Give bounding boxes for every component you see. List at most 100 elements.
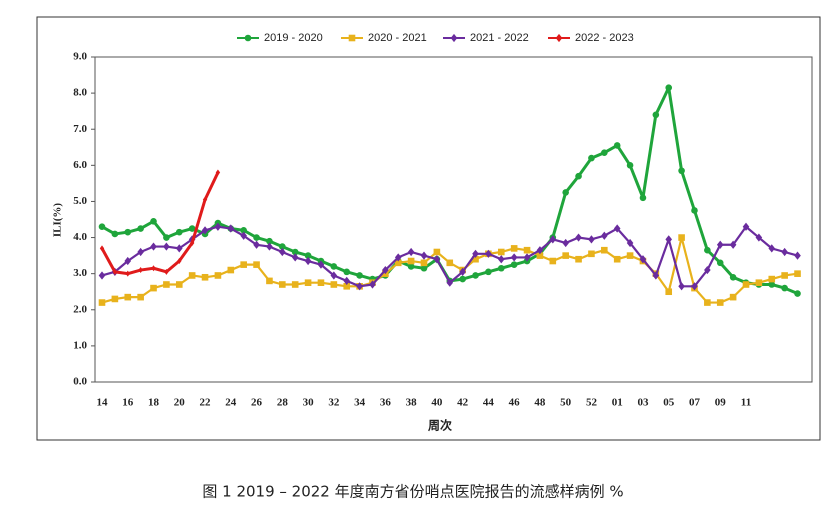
point: [188, 225, 196, 232]
point: [588, 250, 595, 258]
point: [150, 218, 157, 225]
point: [175, 244, 183, 253]
point: [768, 244, 776, 253]
legend-label: 2021 - 2022: [470, 32, 529, 44]
point: [781, 284, 788, 292]
point: [394, 253, 402, 262]
point: [356, 282, 363, 291]
point: [291, 281, 299, 288]
point: [626, 252, 634, 259]
point: [240, 227, 247, 234]
point: [768, 275, 776, 283]
point: [678, 234, 685, 241]
point: [227, 224, 235, 233]
point: [163, 281, 170, 288]
point: [420, 264, 428, 272]
x-tick-label: 52: [586, 397, 598, 409]
legend-marker: [348, 34, 356, 42]
point: [291, 253, 299, 262]
y-tick-label: 5.0: [73, 195, 87, 207]
x-tick-label: 20: [174, 397, 186, 409]
point: [137, 225, 144, 232]
point: [407, 257, 415, 265]
x-tick-label: 03: [637, 397, 649, 409]
x-tick-label: 07: [689, 397, 701, 409]
point: [729, 273, 737, 281]
point: [253, 261, 260, 268]
point: [279, 281, 286, 288]
y-tick-label: 6.0: [73, 159, 87, 171]
y-tick-label: 1.0: [73, 339, 87, 351]
point: [613, 255, 621, 263]
point: [240, 261, 247, 268]
point: [497, 264, 505, 272]
point: [794, 290, 801, 297]
point: [356, 272, 363, 279]
y-tick-label: 4.0: [73, 231, 87, 243]
point: [588, 154, 595, 162]
point: [691, 207, 698, 214]
point: [163, 234, 170, 241]
caption: 图 1 2019 – 2022 年度南方省份哨点医院报告的流感样病例 %: [202, 483, 623, 501]
point: [575, 172, 582, 180]
point: [407, 247, 415, 257]
point: [716, 240, 724, 249]
point: [755, 233, 763, 242]
point: [112, 268, 118, 275]
point: [279, 243, 286, 250]
x-tick-label: 14: [97, 397, 109, 409]
point: [497, 255, 505, 264]
point: [304, 279, 312, 286]
x-tick-label: 26: [251, 397, 263, 409]
point: [343, 276, 351, 285]
point: [510, 261, 518, 268]
point: [446, 259, 454, 267]
point: [549, 235, 557, 244]
point: [485, 249, 492, 258]
point: [433, 248, 441, 256]
point: [304, 252, 312, 259]
point: [704, 265, 711, 275]
x-tick-label: 16: [122, 397, 134, 409]
point: [317, 260, 325, 269]
point: [742, 281, 750, 288]
point: [124, 256, 132, 266]
point: [317, 279, 325, 286]
point: [794, 251, 801, 260]
point: [253, 240, 260, 249]
point: [536, 252, 544, 259]
point: [124, 228, 132, 236]
y-tick-label: 9.0: [73, 51, 87, 63]
y-tick-label: 8.0: [73, 87, 87, 99]
point: [575, 233, 582, 242]
point: [330, 271, 338, 280]
point: [459, 275, 466, 283]
point: [420, 251, 428, 260]
point: [523, 253, 531, 262]
point: [124, 293, 132, 301]
point: [279, 247, 286, 257]
point: [214, 222, 222, 231]
legend-marker: [450, 33, 458, 43]
y-tick-label: 2.0: [73, 303, 87, 315]
point: [215, 169, 221, 176]
point: [459, 267, 466, 276]
y-tick-label: 3.0: [73, 267, 87, 279]
point: [407, 263, 415, 270]
point: [652, 111, 660, 119]
point: [343, 283, 351, 290]
x-tick-label: 30: [303, 397, 315, 409]
point: [163, 242, 170, 251]
y-tick-label: 7.0: [73, 123, 87, 135]
point: [678, 167, 685, 175]
x-axis-label: 周次: [428, 418, 452, 433]
x-tick-label: 09: [715, 397, 727, 409]
point: [291, 248, 299, 256]
point: [472, 272, 479, 279]
y-tick-label: 0.0: [73, 376, 87, 388]
x-tick-label: 28: [277, 397, 289, 409]
point: [510, 253, 518, 262]
point: [665, 235, 673, 244]
legend-marker: [244, 34, 252, 42]
